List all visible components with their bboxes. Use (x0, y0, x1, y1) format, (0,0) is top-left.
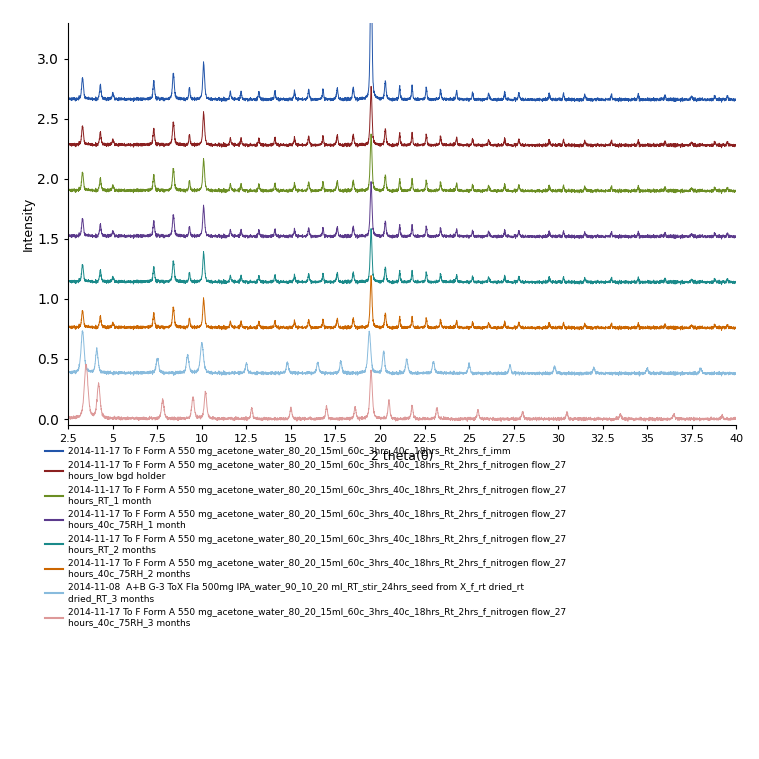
Legend: 2014-11-17 To F Form A 550 mg_acetone_water_80_20_15ml_60c_3hrs_40c_18hrs_Rt_2hr: 2014-11-17 To F Form A 550 mg_acetone_wa… (43, 445, 568, 630)
X-axis label: 2 theta(θ): 2 theta(θ) (371, 449, 433, 463)
Y-axis label: Intensity: Intensity (21, 197, 34, 251)
